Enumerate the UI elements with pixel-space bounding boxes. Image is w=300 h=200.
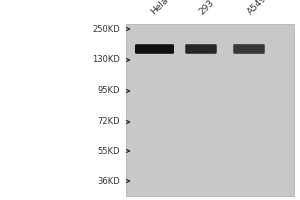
Text: A549: A549 [246, 0, 268, 16]
Text: 95KD: 95KD [98, 86, 120, 95]
Text: 293: 293 [198, 0, 216, 16]
Text: 130KD: 130KD [92, 55, 120, 64]
Text: Hela: Hela [150, 0, 170, 16]
FancyBboxPatch shape [233, 44, 265, 54]
Text: 36KD: 36KD [97, 176, 120, 186]
Text: 55KD: 55KD [98, 146, 120, 156]
Text: 72KD: 72KD [98, 117, 120, 127]
FancyBboxPatch shape [185, 44, 217, 54]
Bar [126, 24, 294, 196]
Text: 250KD: 250KD [92, 24, 120, 33]
FancyBboxPatch shape [135, 44, 174, 54]
